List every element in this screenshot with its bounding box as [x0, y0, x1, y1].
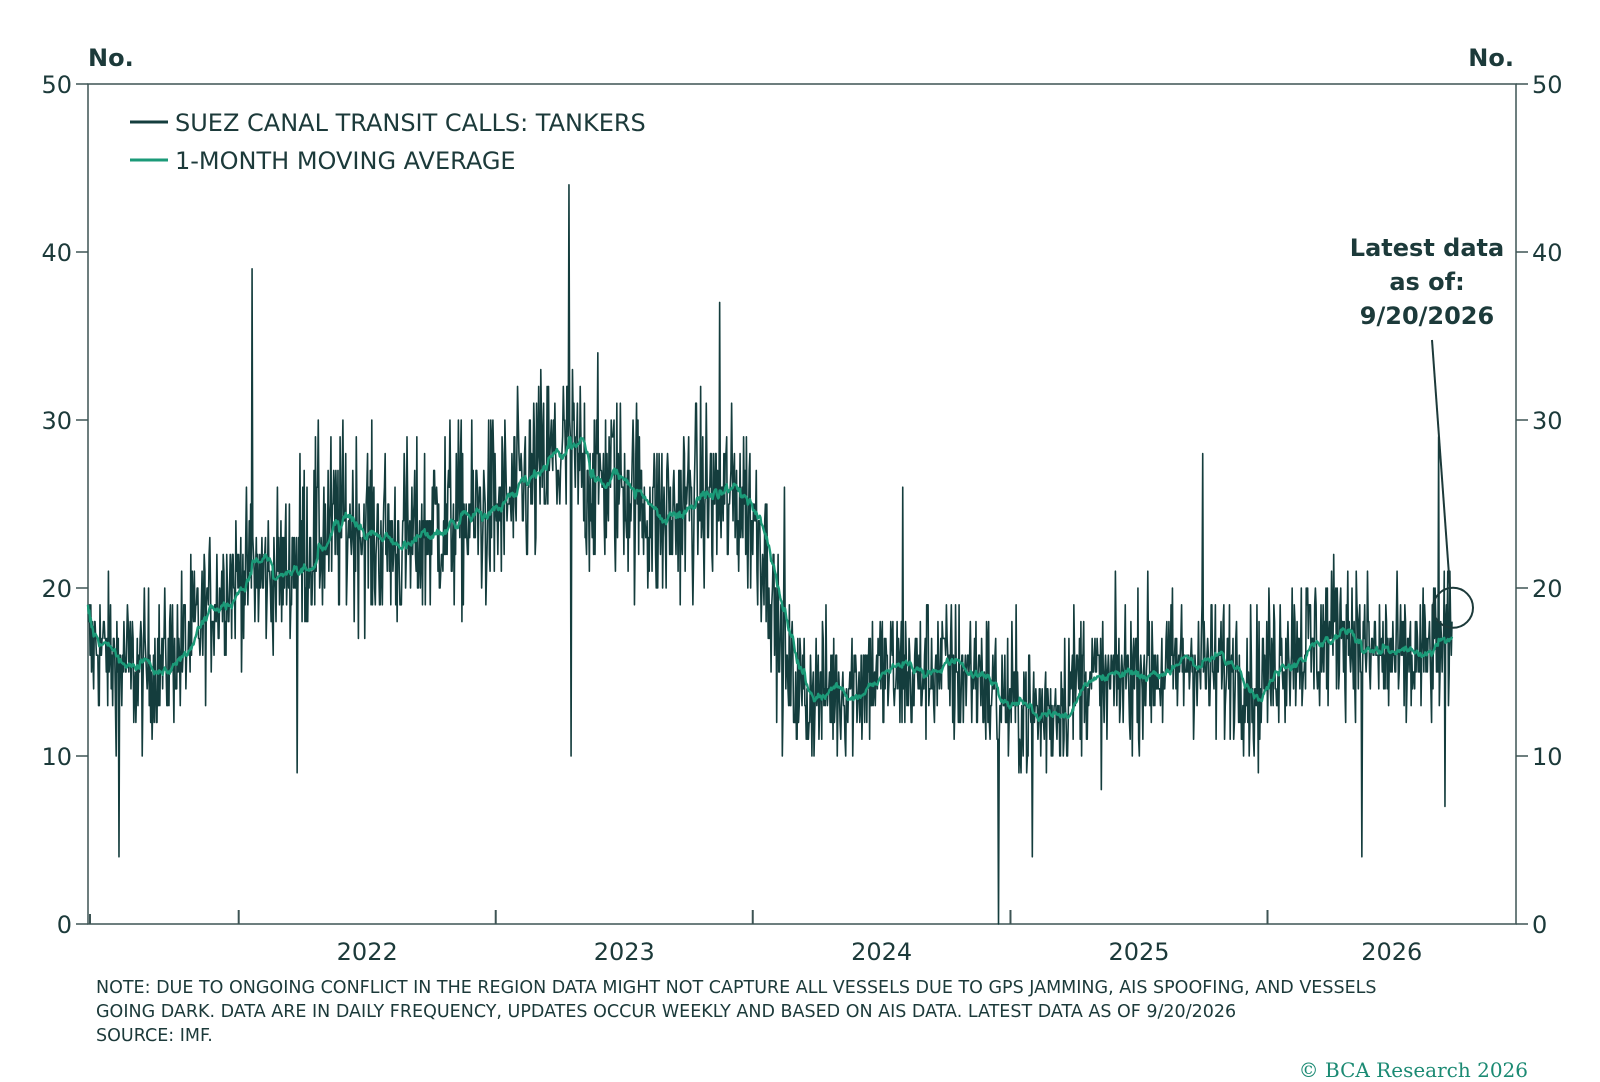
legend-label-daily: SUEZ CANAL TRANSIT CALLS: TANKERS: [175, 109, 646, 137]
latest-data-annotation: Latest data as of: 9/20/2026: [1350, 234, 1504, 629]
legend: SUEZ CANAL TRANSIT CALLS: TANKERS 1-MONT…: [130, 109, 646, 175]
data-series-layer: [86, 184, 1454, 925]
note-line-2: GOING DARK. DATA ARE IN DAILY FREQUENCY,…: [96, 1002, 1237, 1022]
y-tick-label-right-0: 0: [1532, 911, 1547, 939]
annotation-line-1: Latest data: [1350, 234, 1504, 262]
x-tick-label-2024: 2024: [851, 938, 912, 966]
y-tick-label-right-30: 30: [1532, 407, 1563, 435]
annotation-line-3: 9/20/2026: [1360, 302, 1494, 330]
x-tick-label-2023: 2023: [594, 938, 655, 966]
y-tick-label-left-20: 20: [41, 575, 72, 603]
copyright-notice: © BCA Research 2026: [1298, 1058, 1528, 1082]
plot-frame: [87, 83, 1517, 925]
plot-frame-layer: [87, 83, 1517, 925]
y-tick-label-left-30: 30: [41, 407, 72, 435]
series-line-daily-transits: [87, 184, 1453, 925]
y-tick-label-right-40: 40: [1532, 239, 1563, 267]
y-tick-label-right-50: 50: [1532, 71, 1563, 99]
right-axis-unit: No.: [1468, 44, 1514, 72]
note-line-3: SOURCE: IMF.: [96, 1026, 213, 1046]
annotation-pointer: [1431, 339, 1451, 589]
x-tick-label-2026: 2026: [1361, 938, 1422, 966]
series-line-moving-average: [86, 436, 1454, 722]
annotation-circle: [1432, 586, 1474, 629]
axis-ticks-layer: 0 0 10 10 20 20 30 30 40 40 50 50 2022 2023 2024 2025 20…: [41, 71, 1562, 966]
left-axis-unit: No.: [88, 44, 134, 72]
y-tick-label-left-50: 50: [41, 71, 72, 99]
legend-label-average: 1-MONTH MOVING AVERAGE: [175, 147, 516, 175]
note-line-1: NOTE: DUE TO ONGOING CONFLICT IN THE REG…: [96, 978, 1377, 998]
y-tick-label-left-40: 40: [41, 239, 72, 267]
annotation-line-2: as of:: [1389, 268, 1464, 296]
chart-note: NOTE: DUE TO ONGOING CONFLICT IN THE REG…: [96, 976, 1516, 1048]
y-tick-label-left-0: 0: [57, 911, 72, 939]
y-tick-label-right-10: 10: [1532, 743, 1563, 771]
x-tick-label-2022: 2022: [337, 938, 398, 966]
y-tick-label-left-10: 10: [41, 743, 72, 771]
x-tick-label-2025: 2025: [1108, 938, 1169, 966]
y-tick-label-right-20: 20: [1532, 575, 1563, 603]
